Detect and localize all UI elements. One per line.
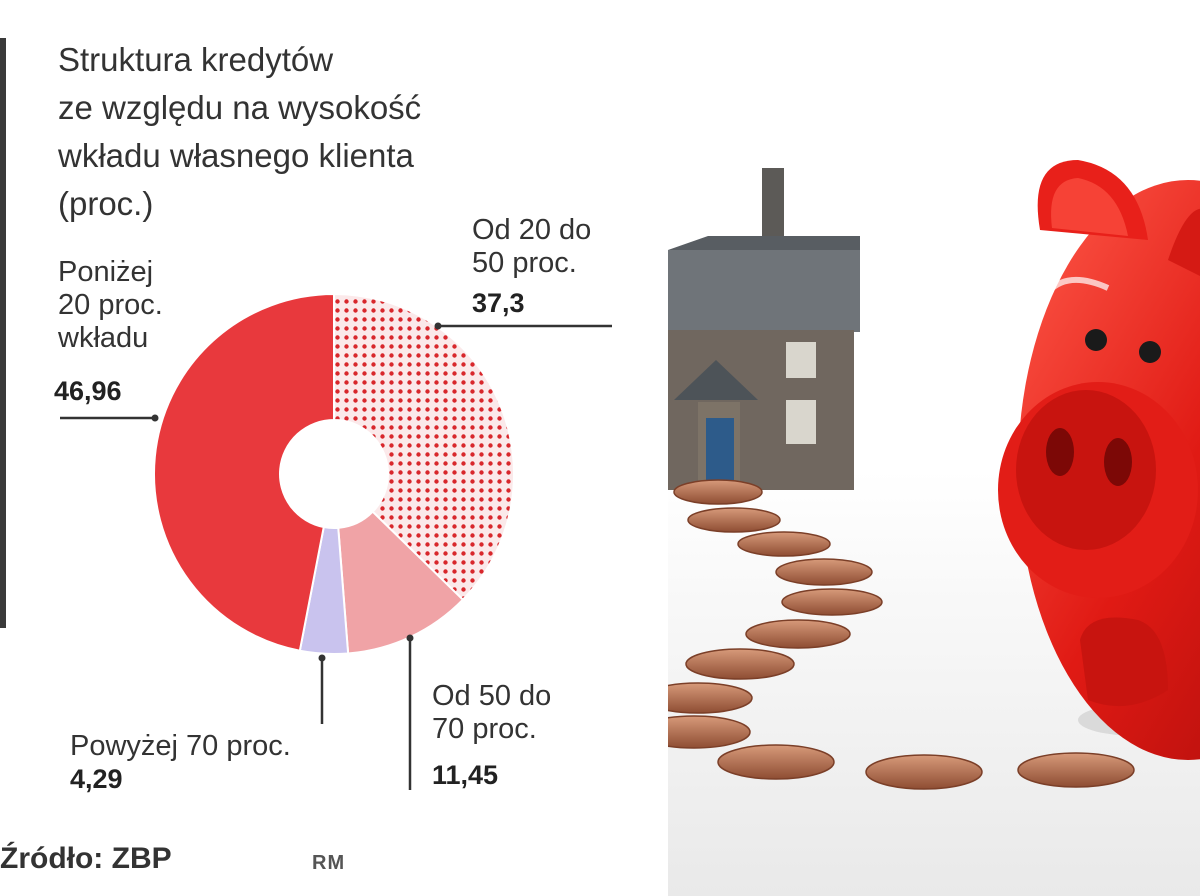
value-above-70: 4,29	[70, 764, 123, 794]
left-rule	[0, 38, 6, 628]
source-note: Źródło: ZBP	[0, 842, 172, 875]
donut-chart	[60, 292, 612, 790]
label-above-70: Powyżej 70 proc.	[70, 730, 291, 762]
pie-slice-2	[337, 510, 465, 655]
label-below-20: Poniżej 20 proc. wkładu	[58, 256, 163, 354]
pie-slice-4	[153, 292, 335, 652]
author-initials: RM	[312, 852, 346, 874]
value-below-20: 46,96	[54, 376, 122, 406]
house-piggybank-coins-photo	[668, 160, 1200, 896]
value-20-50: 37,3	[472, 288, 525, 318]
house-icon	[668, 168, 860, 490]
label-50-70: Od 50 do 70 proc.	[432, 680, 552, 745]
coins-icon	[668, 479, 1135, 790]
label-20-50: Od 20 do 50 proc.	[472, 214, 592, 279]
piggy-bank-icon	[998, 160, 1200, 760]
chart-title: Struktura kredytów ze względu na wysokoś…	[58, 41, 422, 222]
value-50-70: 11,45	[432, 760, 499, 790]
